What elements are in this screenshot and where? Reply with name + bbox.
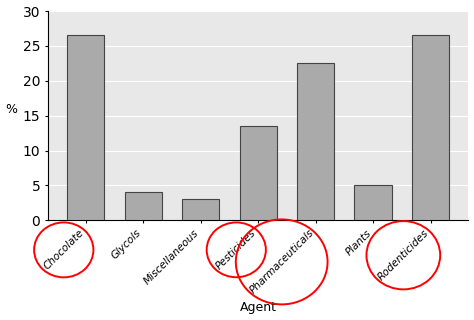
Bar (182, 199, 219, 220)
Bar (67, 36, 104, 220)
Bar (297, 63, 334, 220)
X-axis label: Agent: Agent (240, 301, 277, 315)
Bar (239, 126, 277, 220)
Bar (355, 185, 392, 220)
Bar (125, 192, 162, 220)
Bar (412, 36, 449, 220)
Y-axis label: %: % (6, 103, 18, 116)
